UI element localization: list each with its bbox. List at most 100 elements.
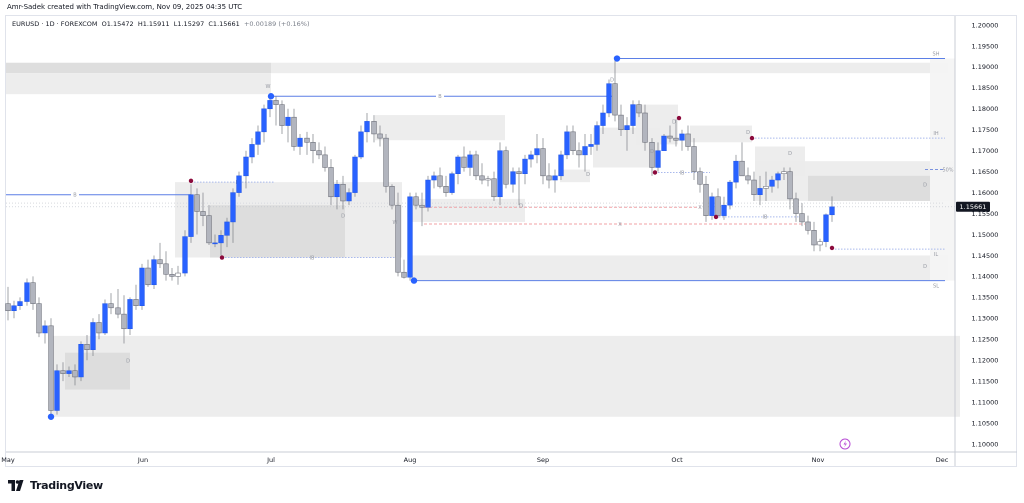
candle-body bbox=[552, 175, 558, 181]
price-tick-label: 1.14500 bbox=[972, 252, 999, 260]
candle-body bbox=[24, 282, 30, 302]
zone bbox=[560, 169, 590, 183]
zone bbox=[410, 198, 525, 222]
candle-body bbox=[334, 183, 340, 198]
candle-body bbox=[5, 303, 11, 312]
tradingview-logo[interactable]: TradingView bbox=[8, 479, 103, 492]
liquidity-marker bbox=[188, 178, 194, 184]
candle-body bbox=[328, 167, 334, 198]
candle-body bbox=[17, 301, 23, 306]
candle-body bbox=[310, 142, 316, 151]
candle-body bbox=[249, 144, 255, 158]
zone bbox=[375, 115, 505, 141]
candle-body bbox=[443, 186, 449, 193]
candle-body bbox=[48, 325, 54, 411]
candle-body bbox=[102, 303, 108, 334]
candle-body bbox=[787, 171, 793, 200]
candle-body bbox=[395, 204, 401, 273]
candle-body bbox=[600, 112, 606, 126]
candle-body bbox=[212, 242, 218, 245]
zone-label: D bbox=[923, 182, 927, 188]
price-axis[interactable]: 1.20000 1.19500 1.19000 1.18500 1.18000 1.175… bbox=[972, 21, 999, 448]
candle-body bbox=[224, 221, 230, 236]
zone-label: D bbox=[519, 203, 523, 209]
candle-body bbox=[236, 175, 242, 193]
zone-label: D bbox=[788, 151, 792, 157]
candle-body bbox=[90, 322, 96, 350]
time-axis[interactable]: May Jun Jul Aug Sep Oct Nov Dec bbox=[1, 456, 948, 464]
price-tick-label: 1.11000 bbox=[972, 398, 999, 406]
candle-body bbox=[175, 272, 181, 277]
zone bbox=[271, 62, 948, 74]
candle-body bbox=[612, 83, 618, 116]
candle-body bbox=[218, 235, 224, 244]
price-tick-label: 1.15000 bbox=[972, 231, 999, 239]
candle-body bbox=[485, 178, 491, 181]
liquidity-marker bbox=[713, 214, 719, 220]
candle-body bbox=[419, 204, 425, 208]
price-tick-label: 1.10000 bbox=[972, 440, 999, 448]
candle-body bbox=[364, 121, 370, 133]
candle-body bbox=[618, 114, 624, 130]
symbol-title[interactable]: EURUSD · 1D · FOREXCOM bbox=[12, 20, 98, 28]
candle-body bbox=[715, 196, 721, 216]
zone-label: D bbox=[650, 149, 654, 155]
liquidity-marker bbox=[676, 115, 682, 121]
candle-body bbox=[371, 121, 377, 135]
candle-body bbox=[811, 230, 817, 246]
change-value: +0.00189 (+0.16%) bbox=[243, 20, 310, 28]
candle-body bbox=[163, 263, 169, 275]
level-label: X bbox=[618, 222, 622, 228]
candle-body bbox=[673, 137, 679, 141]
candle-body bbox=[594, 125, 600, 145]
liquidity-marker bbox=[652, 170, 658, 175]
candle-body bbox=[139, 267, 145, 306]
candle-body bbox=[817, 241, 823, 246]
candle-body bbox=[685, 133, 691, 147]
time-tick-label: Oct bbox=[671, 456, 683, 464]
candle-body bbox=[624, 125, 630, 130]
level-label: IB bbox=[680, 170, 685, 176]
candle-body bbox=[66, 370, 72, 374]
candle-body bbox=[261, 108, 267, 133]
zone bbox=[210, 205, 345, 258]
zone-label: D bbox=[672, 119, 676, 125]
candle-body bbox=[36, 303, 42, 334]
candle-body bbox=[479, 175, 485, 181]
candle-body bbox=[679, 133, 685, 141]
lightning-icon[interactable] bbox=[839, 438, 851, 450]
price-tick-label: 1.19500 bbox=[972, 42, 999, 50]
candle-body bbox=[11, 305, 17, 312]
candle-body bbox=[401, 271, 407, 278]
level-label: IB bbox=[763, 215, 768, 221]
candle-body bbox=[413, 196, 419, 206]
candle-body bbox=[582, 146, 588, 156]
liquidity-marker bbox=[829, 245, 835, 251]
candle-body bbox=[431, 175, 437, 181]
price-tick-label: 1.13500 bbox=[972, 294, 999, 302]
candle-body bbox=[285, 116, 291, 126]
markers-layer bbox=[47, 55, 835, 420]
zone bbox=[808, 175, 930, 201]
price-tick-label: 1.15500 bbox=[972, 210, 999, 218]
chart-credit: Amr-Sadek created with TradingView.com, … bbox=[7, 3, 243, 11]
level-label: 50% bbox=[942, 167, 953, 173]
last-price-badge: 1.15661 bbox=[956, 201, 990, 212]
level-label: B bbox=[73, 192, 77, 198]
candle-body bbox=[642, 112, 648, 143]
candle-body bbox=[799, 213, 805, 223]
candle-body bbox=[60, 370, 66, 374]
candle-body bbox=[546, 175, 552, 181]
candle-body bbox=[528, 154, 534, 160]
candle-body bbox=[691, 146, 697, 172]
candle-body bbox=[425, 179, 431, 208]
candle-body bbox=[491, 178, 497, 198]
candle-body bbox=[757, 188, 763, 195]
time-tick-label: Nov bbox=[812, 456, 825, 464]
price-tick-label: 1.20000 bbox=[972, 21, 999, 29]
zone-label: D bbox=[746, 130, 750, 136]
swing-point-marker bbox=[267, 93, 275, 100]
price-tick-label: 1.10500 bbox=[972, 419, 999, 427]
candle-body bbox=[194, 194, 200, 212]
